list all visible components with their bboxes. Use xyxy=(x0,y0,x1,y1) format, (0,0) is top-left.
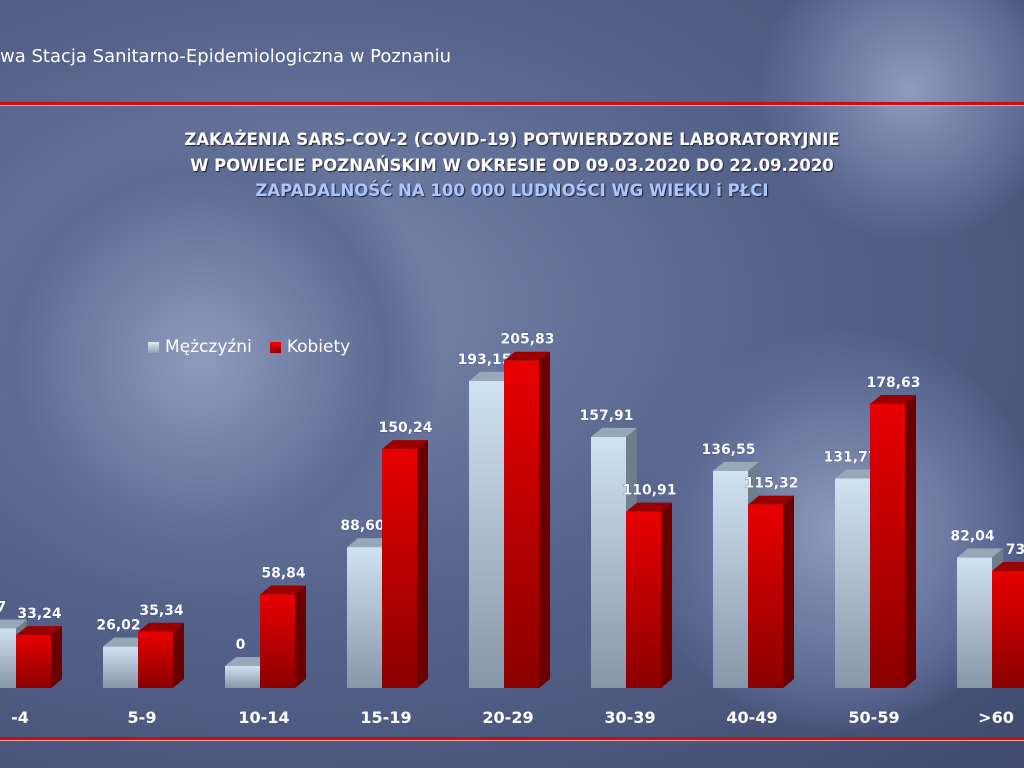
bar-women-0-4 xyxy=(16,635,51,688)
category-label: 40-49 xyxy=(726,708,777,727)
legend-item-men: Mężczyźni xyxy=(148,337,252,357)
legend: Mężczyźni Kobiety xyxy=(148,337,350,357)
bar-top xyxy=(870,394,916,404)
bar-side xyxy=(173,622,184,688)
category-label: 5-9 xyxy=(128,708,157,727)
data-label: 33,24 xyxy=(17,606,62,622)
data-label: 193,15 xyxy=(457,352,511,368)
legend-label: Kobiety xyxy=(286,337,351,357)
bar-women->60 xyxy=(992,570,1024,688)
bar-men-15-19 xyxy=(347,547,382,688)
data-label: 37 xyxy=(0,600,6,616)
data-label: 73 xyxy=(1006,542,1024,558)
bar-side xyxy=(417,440,428,688)
bar-top xyxy=(347,538,393,548)
data-label: 0 xyxy=(236,637,246,653)
bar-top xyxy=(382,440,428,450)
data-label: 115,32 xyxy=(744,476,798,492)
bar-men-5-9 xyxy=(103,646,138,688)
bar-top xyxy=(957,548,1003,558)
bar-women-15-19 xyxy=(382,449,417,688)
data-label: 58,84 xyxy=(261,565,306,581)
header-institution: wa Stacja Sanitarno-Epidemiologiczna w P… xyxy=(0,46,452,67)
bar-top xyxy=(260,585,306,595)
bar-men-10-14 xyxy=(225,666,260,688)
legend-item-women: Kobiety xyxy=(269,337,351,357)
bar-top xyxy=(469,371,515,381)
bar-top xyxy=(992,561,1024,571)
bar-women-30-39 xyxy=(626,511,661,688)
bar-women-50-59 xyxy=(870,403,905,688)
data-label: 26,02 xyxy=(96,618,140,634)
divider-bottom xyxy=(0,737,1024,740)
category-label: 15-19 xyxy=(360,708,411,727)
bar-top xyxy=(16,626,62,636)
bar-top xyxy=(748,495,794,505)
data-label: 178,63 xyxy=(866,375,920,391)
data-label: 131,77 xyxy=(823,449,877,465)
data-label: 88,60 xyxy=(340,518,385,534)
category-label: 30-39 xyxy=(604,708,655,727)
category-label: 50-59 xyxy=(848,708,899,727)
bar-men->60 xyxy=(957,557,992,688)
bar-women-5-9 xyxy=(138,631,173,688)
data-label: 82,04 xyxy=(950,529,995,545)
bar-side xyxy=(295,585,306,688)
bar-men-30-39 xyxy=(591,436,626,688)
category-label: 10-14 xyxy=(238,708,289,727)
category-label: 20-29 xyxy=(482,708,533,727)
legend-swatch xyxy=(148,341,159,353)
bar-women-40-49 xyxy=(748,504,783,688)
data-label: 110,91 xyxy=(622,483,676,499)
bar-side xyxy=(539,351,550,688)
bar-women-10-14 xyxy=(260,594,295,688)
bar-side xyxy=(661,502,672,688)
data-label: 136,55 xyxy=(701,442,755,458)
chart-title: ZAKAŻENIA SARS-COV-2 (COVID-19) POTWIERD… xyxy=(184,130,840,149)
divider-top xyxy=(0,102,1024,105)
bar-men-20-29 xyxy=(469,380,504,688)
bar-top xyxy=(0,619,27,629)
chart-subtitle: ZAPADALNOŚĆ NA 100 000 LUDNOŚCI WG WIEKU… xyxy=(255,181,769,200)
category-label: -4 xyxy=(11,708,29,727)
data-label: 157,91 xyxy=(579,408,633,424)
legend-label: Mężczyźni xyxy=(165,337,252,357)
bar-top xyxy=(835,469,881,479)
bar-top xyxy=(626,502,672,512)
bar-side xyxy=(905,394,916,688)
chart-title-line2: W POWIECIE POZNAŃSKIM W OKRESIE OD 09.03… xyxy=(190,156,834,175)
legend-swatch xyxy=(269,341,281,353)
bar-top xyxy=(713,461,759,471)
bar-men-0-4 xyxy=(0,628,16,688)
bar-women-20-29 xyxy=(504,360,539,688)
bar-side xyxy=(51,626,62,688)
bar-men-50-59 xyxy=(835,478,870,688)
bar-top xyxy=(225,657,271,666)
bar-top xyxy=(504,351,550,361)
bar-top xyxy=(138,622,184,632)
data-label: 205,83 xyxy=(500,332,554,348)
bar-top xyxy=(591,427,637,437)
category-label: >60 xyxy=(978,708,1014,727)
data-label: 150,24 xyxy=(378,420,432,436)
virus-background xyxy=(0,120,440,600)
bar-men-40-49 xyxy=(713,470,748,688)
bar-side xyxy=(783,495,794,688)
bar-top xyxy=(103,637,149,647)
data-label: 35,34 xyxy=(139,603,184,619)
